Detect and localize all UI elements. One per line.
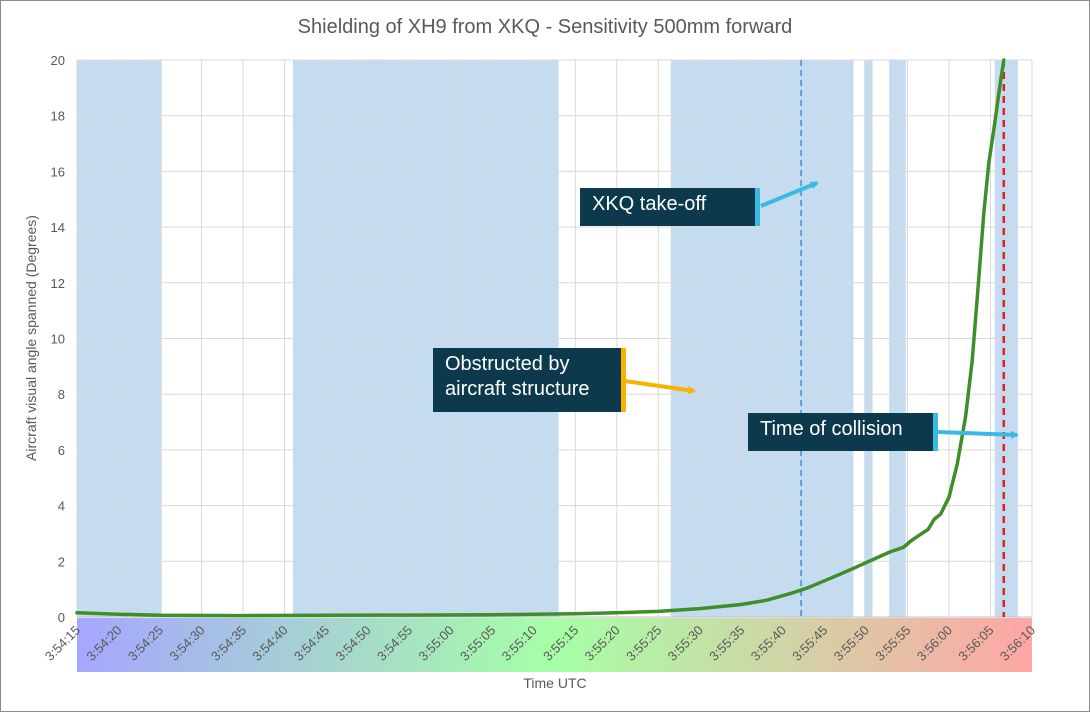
y-tick-label-4: 8 (58, 387, 65, 402)
callout-obstructed: Obstructed by aircraft structure (433, 348, 626, 412)
arrow-collision (937, 430, 1019, 439)
y-tick-labels: 0 2 4 6 8 10 12 14 16 18 20 (51, 53, 65, 625)
y-tick-label-3: 6 (58, 443, 65, 458)
y-tick-label-2: 4 (58, 499, 65, 514)
callout-obstructed-text: Obstructed by aircraft structure (445, 353, 590, 400)
y-tick-label-10: 20 (51, 53, 65, 68)
callout-xkq-takeoff-text: XKQ take-off (592, 193, 707, 215)
annotation-arrows (624, 181, 1019, 439)
arrow-obstructed (624, 379, 696, 395)
series-layer (75, 58, 1006, 618)
y-axis-label: Aircraft visual angle spanned (Degrees) (23, 215, 39, 461)
time-gradient-band (77, 618, 1032, 672)
y-tick-label-9: 18 (51, 109, 65, 124)
x-axis-label: Time UTC (523, 675, 586, 691)
chart-title: Shielding of XH9 from XKQ - Sensitivity … (298, 16, 793, 38)
gridlines (76, 59, 1033, 618)
callout-xkq-takeoff: XKQ take-off (580, 188, 760, 226)
callout-time-of-collision-text: Time of collision (760, 418, 903, 440)
y-tick-label-8: 16 (51, 164, 65, 179)
y-tick-label-7: 14 (51, 220, 65, 235)
y-tick-label-5: 10 (51, 332, 65, 347)
vertical-markers (800, 60, 1006, 617)
y-tick-label-1: 2 (58, 554, 65, 569)
x-tick-label-0: 3:54:15 (42, 623, 83, 664)
y-tick-label-0: 0 (58, 610, 65, 625)
arrow-takeoff (760, 181, 819, 208)
callout-time-of-collision: Time of collision (748, 413, 938, 451)
y-tick-label-6: 12 (51, 276, 65, 291)
series-line-0 (75, 58, 1006, 618)
